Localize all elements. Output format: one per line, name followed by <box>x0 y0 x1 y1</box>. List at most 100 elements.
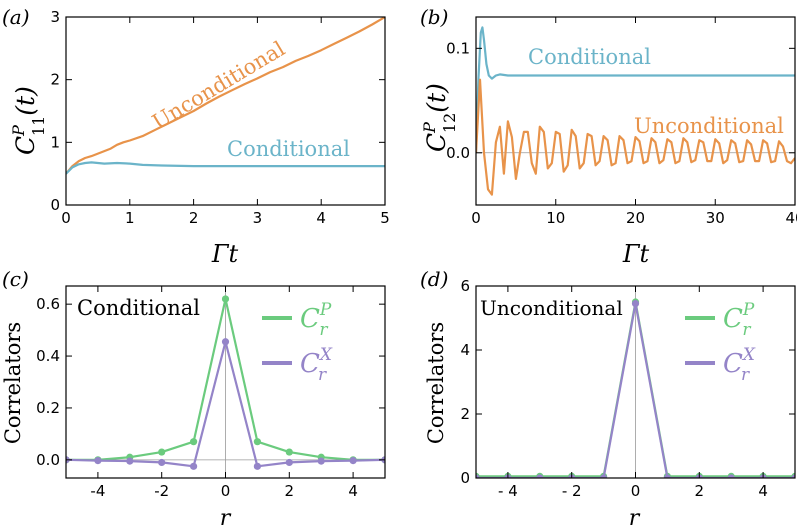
panel-c-series-1-point <box>285 458 293 467</box>
panel-b-xtick-label: 40 <box>785 209 797 227</box>
panel-a-xtick-label: 0 <box>61 209 71 227</box>
panel-b-label: (b) <box>420 5 448 29</box>
panel-a-xtick-label: 1 <box>125 209 135 227</box>
panel-b-plot: 0 10 20 30 40 0.0 0.1 <box>446 16 797 227</box>
panel-b-conditional-label: Conditional <box>528 45 651 69</box>
panel-c-ytick-label: 0.6 <box>36 295 60 313</box>
panel-b-ylabel: CP12(t) <box>420 83 459 152</box>
panel-b-xlabel: Γt <box>622 240 650 268</box>
panel-c-series-1-point <box>221 338 230 346</box>
panel-c-xtick-label: -4 <box>90 482 105 500</box>
panel-c: (c) Correlators r -4 -2 0 2 4 0.0 0.2 0.4 0.6 Co… <box>1 267 386 531</box>
panel-c-series-group <box>66 295 385 470</box>
panel-d-ytick-label: 6 <box>460 277 470 295</box>
panel-a-ytick-label: 1 <box>50 133 60 151</box>
panel-a-label: (a) <box>2 5 30 29</box>
panel-a-xtick-label: 2 <box>189 209 199 227</box>
panel-d-ytick-label: 2 <box>460 405 470 423</box>
panel-b: (b) CP12(t) Γt 0 10 20 30 40 0.0 0.1 Condition… <box>420 5 797 268</box>
panel-d-xlabel: r <box>629 506 641 531</box>
panel-a-ylabel-main: C <box>11 136 40 155</box>
panel-a-conditional-label: Conditional <box>227 137 350 161</box>
panel-c-series-0-point <box>221 295 230 303</box>
panel-b-unconditional-label: Unconditional <box>634 114 784 138</box>
panel-d-label: (d) <box>420 267 448 291</box>
panel-a-ylabel-sup: P <box>9 125 28 137</box>
panel-d-xtick-label: 4 <box>758 482 768 500</box>
panel-a-xlabel: Γt <box>211 240 239 268</box>
panel-d-legend-label-x: CX r <box>723 345 756 385</box>
panel-c-series-1-point <box>158 458 166 467</box>
panel-c-series-0-point <box>253 438 261 446</box>
panel-c-series-0-point <box>158 448 166 456</box>
panel-c-xtick-label: 4 <box>348 482 358 500</box>
panel-d-ytick-label: 0 <box>460 469 470 487</box>
panel-c-ytick-label: 0.4 <box>36 347 60 365</box>
panel-b-ylabel-tail: (t) <box>422 83 451 113</box>
panel-c-legend-label-x: CX r <box>300 345 333 385</box>
panel-a-plot: 0 1 2 3 4 5 0 1 2 3 <box>50 8 389 227</box>
panel-c-xlabel: r <box>220 506 232 531</box>
panel-b-ylabel-sup: P <box>420 122 439 134</box>
panel-a-unconditional-label: Unconditional <box>148 36 289 134</box>
panel-b-xtick-label: 10 <box>546 209 565 227</box>
panel-a-ylabel-tail: (t) <box>11 86 40 116</box>
panel-d-legend: CP r CX r <box>685 300 756 385</box>
panel-a-ylabel-sub: 11 <box>29 116 48 136</box>
panel-c-series-1-point <box>349 457 357 465</box>
panel-a-frame <box>65 16 386 206</box>
panel-c-series-1-point <box>253 462 261 470</box>
panel-c-series-1-point <box>190 462 198 470</box>
panel-d-ylabel: Correlators <box>424 322 448 444</box>
panel-d-legend-label-p: CP r <box>723 300 755 340</box>
panel-b-ytick-label: 0.1 <box>446 39 470 57</box>
panel-a-series-group <box>66 17 385 175</box>
panel-d: (d) Correlators r - 4 - 2 0 2 4 0 2 4 6 Uncondit… <box>420 267 796 531</box>
panel-d-series-1-point <box>791 474 795 478</box>
panel-d-series-1-point <box>663 474 671 478</box>
panel-d-xtick-label: - 4 <box>498 482 518 500</box>
panel-d-series-1-point <box>727 474 735 478</box>
panel-b-xtick-label: 30 <box>706 209 725 227</box>
panel-b-series-0-line <box>476 26 795 153</box>
panel-c-xtick-label: 0 <box>221 482 231 500</box>
panel-a-ylabel: CP11(t) <box>9 86 48 155</box>
panel-a-xtick-label: 3 <box>253 209 263 227</box>
panel-b-ylabel-sub: 12 <box>440 113 459 133</box>
panel-c-xtick-label: 2 <box>285 482 295 500</box>
panel-c-label: (c) <box>2 267 29 291</box>
panel-d-series-1-point <box>476 474 480 478</box>
panel-b-ytick-label: 0.0 <box>446 144 470 162</box>
panel-c-inset-text: Conditional <box>77 296 200 320</box>
panel-c-series-1-point <box>94 457 102 465</box>
panel-d-inset-text: Unconditional <box>480 296 623 320</box>
panel-a-xtick-label: 5 <box>380 209 390 227</box>
panel-c-ytick-label: 0.2 <box>36 399 60 417</box>
panel-a-xtick-label: 4 <box>316 209 326 227</box>
panel-c-series-0-point <box>285 448 293 456</box>
panel-b-series-1-line <box>476 78 795 196</box>
panel-b-ylabel-main: C <box>422 133 451 152</box>
panel-d-plot: - 4 - 2 0 2 4 0 2 4 6 <box>460 277 796 500</box>
panel-a-series-1-line <box>66 161 385 175</box>
panel-c-xtick-label: -2 <box>154 482 169 500</box>
panel-c-series-0-point <box>190 438 198 446</box>
panel-a-ytick-label: 3 <box>50 8 60 26</box>
panel-a-ytick-label: 2 <box>50 71 60 89</box>
panel-c-ylabel: Correlators <box>1 322 25 444</box>
panel-d-xtick-label: 0 <box>631 482 641 500</box>
panel-c-legend: CP r CX r <box>262 300 333 385</box>
panel-c-plot: -4 -2 0 2 4 0.0 0.2 0.4 0.6 <box>36 285 386 500</box>
panel-c-ytick-label: 0.0 <box>36 451 60 469</box>
panel-d-series-1-point <box>536 474 544 478</box>
panel-d-ytick-label: 4 <box>460 341 470 359</box>
panel-d-xtick-label: 2 <box>695 482 705 500</box>
panel-d-series-1-point <box>631 300 640 308</box>
panel-d-series-1-point <box>600 474 608 478</box>
panel-b-xtick-label: 20 <box>626 209 645 227</box>
panel-c-series-1-point <box>317 457 325 465</box>
panel-c-legend-label-p: CP r <box>300 300 332 340</box>
panel-a-series-0-line <box>66 17 385 175</box>
